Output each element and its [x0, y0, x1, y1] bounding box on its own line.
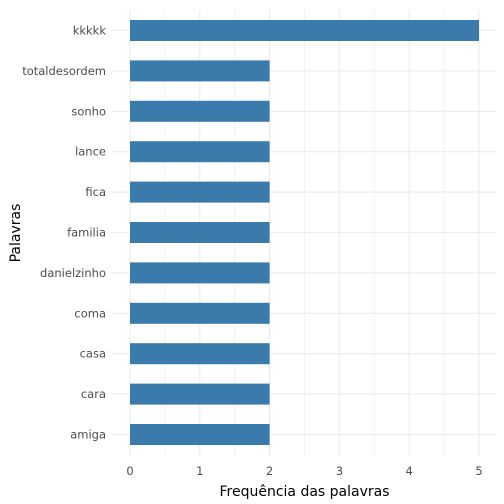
y-tick-labels: kkkkk totaldesordem sonho lance fica familia d… [22, 24, 106, 442]
bar-totaldesordem [130, 60, 270, 82]
y-tick-label: coma [74, 306, 106, 320]
x-tick-label: 3 [336, 464, 343, 478]
y-axis-title: Palavras [8, 204, 24, 263]
y-tick-label: fica [85, 185, 106, 199]
y-tick-label: danielzinho [40, 266, 106, 280]
x-axis-title: Frequência das palavras [219, 484, 389, 500]
bar-fica [130, 181, 270, 203]
bars [130, 20, 479, 445]
bar-kkkkk [130, 20, 479, 41]
x-tick-label: 5 [475, 464, 482, 478]
y-tick-label: sonho [71, 104, 106, 118]
x-tick-labels: 0 1 2 3 4 5 [126, 464, 482, 478]
x-tick-label: 4 [406, 464, 413, 478]
y-tick-label: familia [67, 226, 106, 240]
x-tick-label: 2 [266, 464, 273, 478]
bar-familia [130, 222, 270, 243]
y-tick-label: amiga [70, 428, 106, 442]
y-tick-label: totaldesordem [22, 64, 106, 78]
bar-sonho [130, 100, 270, 122]
y-tick-label: lance [75, 145, 106, 159]
bar-lance [130, 141, 270, 163]
y-tick-label: kkkkk [73, 24, 107, 38]
bar-casa [130, 343, 270, 365]
y-tick-label: cara [81, 387, 106, 401]
bar-cara [130, 383, 270, 405]
bar-danielzinho [130, 262, 270, 284]
x-tick-label: 1 [196, 464, 203, 478]
bar-coma [130, 302, 270, 324]
x-tick-label: 0 [126, 464, 133, 478]
bar-amiga [130, 424, 270, 445]
y-tick-label: casa [80, 347, 106, 361]
